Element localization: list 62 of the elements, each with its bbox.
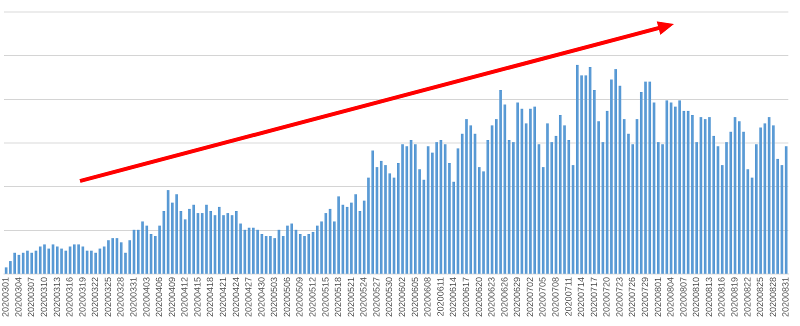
x-tick-label: 20200819 [730, 276, 740, 318]
x-tick-label: 20200629 [512, 276, 522, 318]
x-tick-label: 20200825 [755, 276, 766, 318]
x-tick-label: 20200726 [627, 276, 638, 318]
x-tick-label: 20200708 [550, 276, 560, 318]
x-tick-label: 20200412 [180, 276, 190, 318]
x-tick-label: 20200304 [13, 276, 24, 318]
x-tick-label: 20200518 [333, 276, 344, 318]
x-tick-label: 20200319 [77, 276, 88, 318]
x-tick-label: 20200605 [410, 276, 420, 318]
x-tick-label: 20200620 [474, 276, 484, 318]
x-tick-label: 20200608 [422, 276, 433, 318]
x-tick-label: 20200828 [768, 276, 778, 318]
x-tick-label: 20200331 [128, 276, 138, 318]
x-tick-label: 20200316 [64, 276, 75, 318]
x-tick-label: 20200503 [269, 276, 280, 318]
x-tick-label: 20200714 [576, 276, 586, 318]
x-tick-label: 20200328 [116, 276, 126, 318]
x-tick-label: 20200409 [166, 276, 177, 318]
x-tick-label: 20200506 [282, 276, 292, 318]
x-tick-label: 20200611 [435, 276, 446, 316]
x-tick-label: 20200614 [448, 276, 458, 318]
x-tick-label: 20200406 [154, 276, 164, 318]
x-tick-label: 20200623 [486, 276, 497, 318]
x-tick-label: 20200822 [742, 276, 752, 318]
x-tick-label: 20200424 [230, 276, 241, 318]
x-tick-label: 20200702 [524, 276, 535, 318]
x-tick-label: 20200515 [320, 276, 330, 318]
x-tick-label: 20200705 [538, 276, 548, 318]
x-tick-label: 20200509 [294, 276, 305, 318]
x-tick-label: 20200816 [716, 276, 727, 318]
x-tick-label: 20200403 [141, 276, 152, 318]
x-tick-label: 20200527 [371, 276, 382, 318]
x-tick-label: 20200322 [90, 276, 100, 318]
x-tick-label: 20200617 [460, 276, 471, 318]
x-tick-label: 20200626 [499, 276, 510, 318]
x-tick-label: 20200723 [614, 276, 624, 318]
x-tick-label: 20200530 [384, 276, 394, 318]
x-tick-label: 20200313 [52, 276, 62, 318]
x-tick-label: 20200801 [652, 276, 663, 318]
x-tick-label: 20200430 [256, 276, 266, 318]
x-tick-label: 20200602 [397, 276, 408, 318]
x-tick-label: 20200415 [192, 276, 202, 318]
x-tick-label: 20200427 [244, 276, 254, 318]
x-tick-label: 20200421 [218, 276, 228, 318]
x-tick-label: 20200307 [26, 276, 36, 318]
x-tick-label: 20200711 [563, 276, 574, 316]
x-tick-label: 20200325 [102, 276, 113, 318]
x-tick-label: 20200804 [666, 276, 676, 318]
x-tick-label: 20200813 [704, 276, 714, 318]
x-tick-label: 20200524 [358, 276, 369, 318]
x-tick-label: 20200512 [308, 276, 318, 318]
x-tick-label: 20200807 [678, 276, 688, 318]
x-tick-label: 20200418 [205, 276, 216, 318]
x-tick-label: 20200717 [588, 276, 599, 318]
x-tick-label: 20200301 [0, 276, 11, 318]
x-tick-label: 20200720 [602, 276, 612, 318]
x-tick-label: 20200810 [691, 276, 702, 318]
x-tick-label: 20200310 [38, 276, 49, 318]
x-tick-label: 20200831 [780, 276, 791, 318]
x-tick-label: 20200729 [640, 276, 650, 318]
x-tick-label: 20200521 [346, 276, 356, 318]
